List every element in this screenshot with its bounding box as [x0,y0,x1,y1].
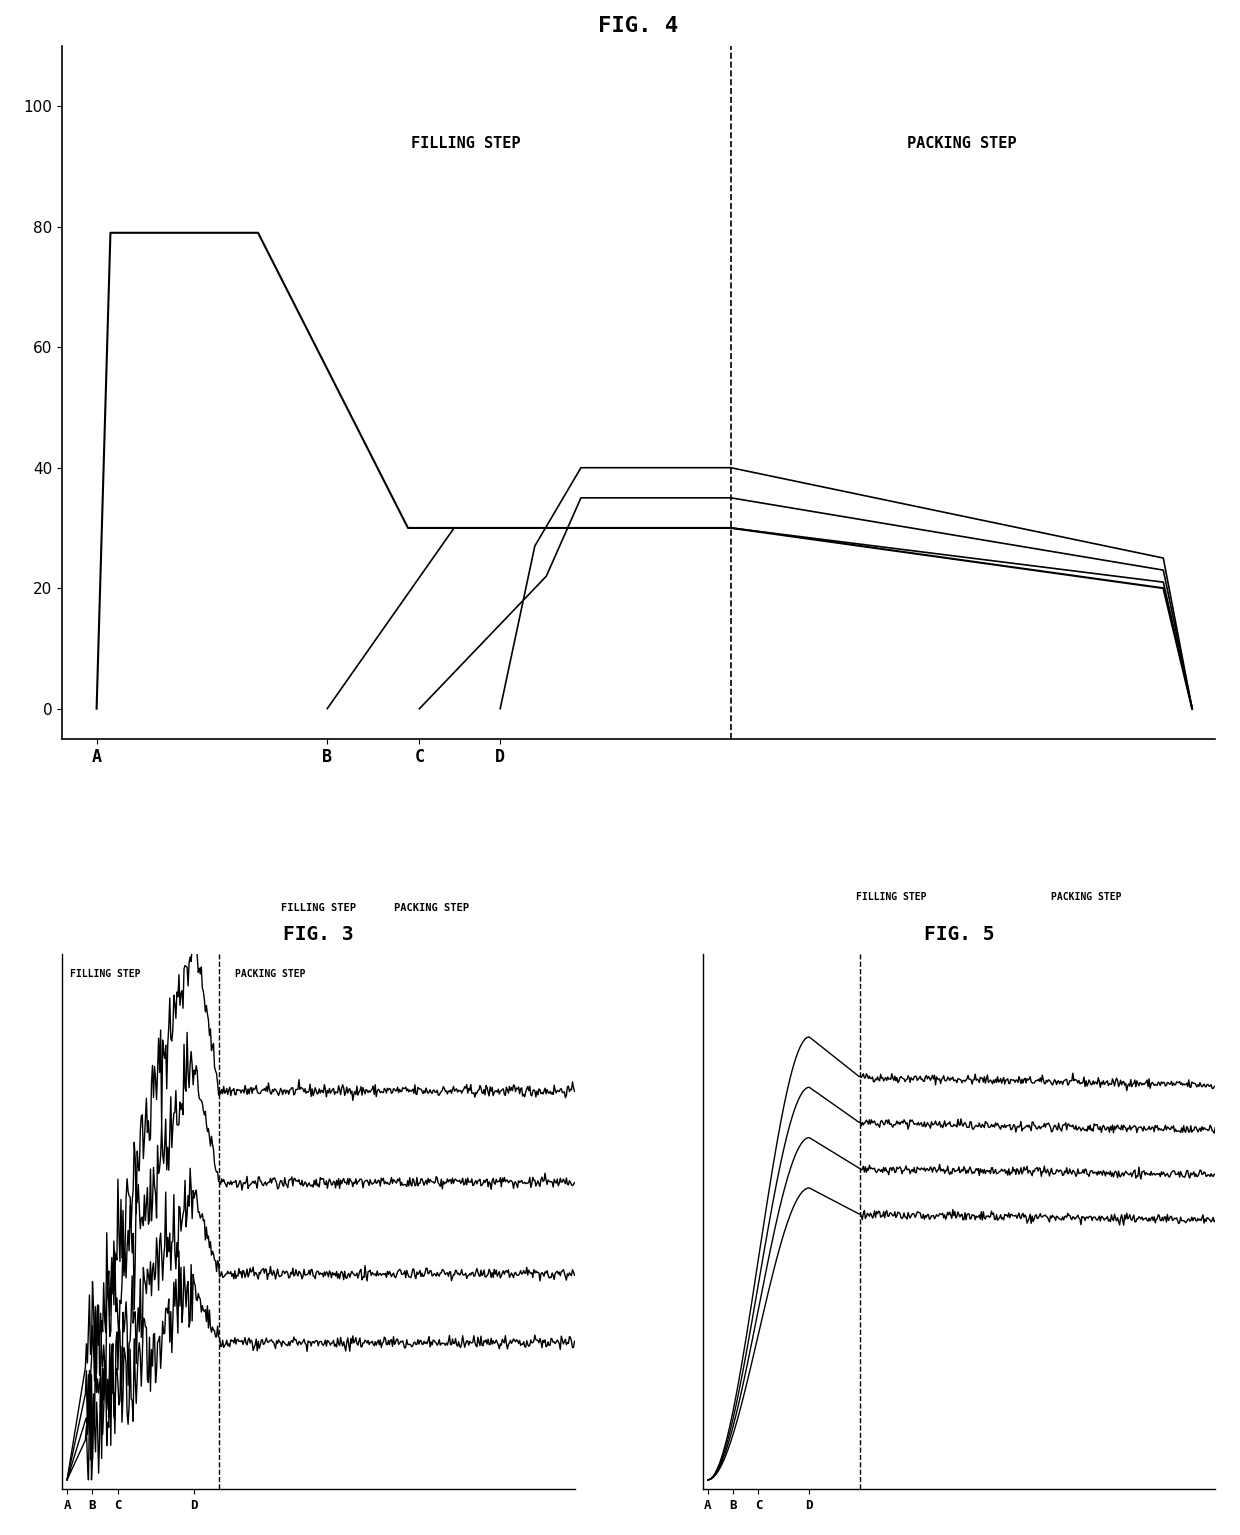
Text: PACKING STEP: PACKING STEP [393,903,469,913]
Text: PACKING STEP: PACKING STEP [1052,892,1122,903]
Title: FIG. 4: FIG. 4 [599,17,678,37]
Text: PACKING STEP: PACKING STEP [906,137,1017,152]
Text: FILLING STEP: FILLING STEP [280,903,356,913]
Text: FILLING STEP: FILLING STEP [410,137,521,152]
Title: FIG. 3: FIG. 3 [283,924,353,944]
Text: PACKING STEP: PACKING STEP [234,969,305,978]
Title: FIG. 5: FIG. 5 [924,924,994,944]
Text: FILLING STEP: FILLING STEP [857,892,928,903]
Text: FILLING STEP: FILLING STEP [69,969,140,978]
